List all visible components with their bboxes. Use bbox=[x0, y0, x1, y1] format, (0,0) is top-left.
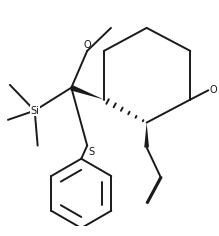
Text: Si: Si bbox=[30, 106, 39, 116]
Text: O: O bbox=[83, 40, 91, 50]
Text: O: O bbox=[210, 85, 217, 95]
Polygon shape bbox=[70, 85, 104, 100]
Text: S: S bbox=[88, 147, 94, 157]
Polygon shape bbox=[144, 122, 149, 148]
